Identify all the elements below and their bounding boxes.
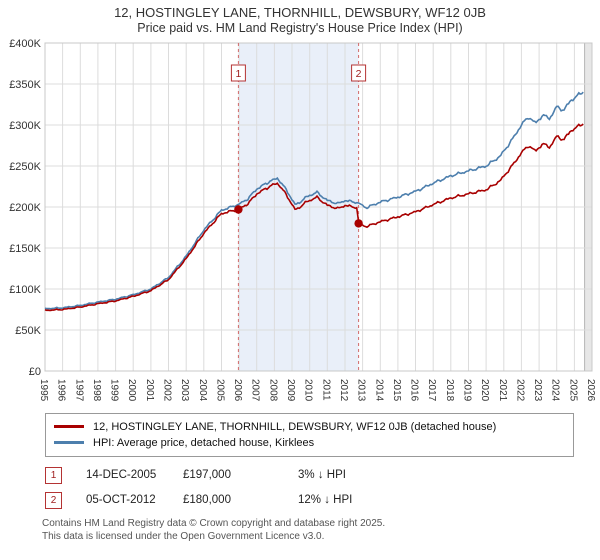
svg-text:2013: 2013 (356, 379, 367, 402)
svg-text:2021: 2021 (497, 379, 508, 402)
svg-text:2006: 2006 (232, 379, 243, 402)
svg-text:2012: 2012 (338, 379, 349, 402)
svg-text:£0: £0 (29, 366, 41, 378)
price-chart: 1 2 £0 £50K £100K £150K £200K £250K £300K £350K £4… (0, 37, 600, 409)
attribution-line-2: This data is licensed under the Open Gov… (42, 530, 325, 542)
svg-text:2: 2 (356, 68, 362, 80)
svg-text:2017: 2017 (426, 379, 437, 402)
sale-annotations: 1 14-DEC-2005 £197,000 3% ↓ HPI 2 05-OCT-2012… (45, 466, 600, 509)
svg-text:2023: 2023 (532, 379, 543, 402)
chart-header: 12, HOSTINGLEY LANE, THORNHILL, DEWSBURY… (0, 5, 600, 37)
svg-text:1995: 1995 (38, 379, 49, 402)
price-chart-svg: 1 2 £0 £50K £100K £150K £200K £250K £300K £350K £4… (9, 38, 596, 402)
sale-date: 14-DEC-2005 (86, 469, 157, 482)
svg-text:1: 1 (235, 68, 241, 80)
svg-text:2016: 2016 (409, 379, 420, 402)
svg-text:2024: 2024 (550, 379, 561, 402)
page-subtitle: Price paid vs. HM Land Registry's House … (137, 21, 463, 36)
sale-hpi-note: 3% ↓ HPI (298, 469, 346, 482)
svg-text:2003: 2003 (179, 379, 190, 402)
sale-price: £197,000 (183, 469, 231, 482)
legend-item-0: 12, HOSTINGLEY LANE, THORNHILL, DEWSBURY… (54, 419, 565, 435)
svg-text:2009: 2009 (285, 379, 296, 402)
svg-text:£150K: £150K (9, 243, 41, 255)
svg-text:2015: 2015 (391, 379, 402, 402)
svg-text:2005: 2005 (215, 379, 226, 402)
sale-price: £180,000 (183, 494, 231, 507)
svg-text:£350K: £350K (9, 79, 41, 91)
svg-text:2007: 2007 (250, 379, 261, 402)
svg-text:2022: 2022 (514, 379, 525, 402)
sale-number-badge: 2 (45, 491, 62, 509)
svg-text:2002: 2002 (162, 379, 173, 402)
svg-text:2001: 2001 (144, 379, 155, 402)
svg-text:2010: 2010 (303, 379, 314, 402)
svg-text:2019: 2019 (462, 379, 473, 402)
sale-number-badge: 1 (45, 466, 62, 484)
sale-row-2: 2 05-OCT-2012 £180,000 12% ↓ HPI (45, 491, 600, 509)
svg-text:2020: 2020 (479, 379, 490, 402)
svg-text:£200K: £200K (9, 202, 41, 214)
svg-text:1997: 1997 (73, 379, 84, 402)
legend-item-1: HPI: Average price, detached house, Kirk… (54, 435, 565, 451)
attribution-footer: Contains HM Land Registry data © Crown c… (42, 517, 600, 543)
svg-text:£100K: £100K (9, 284, 41, 296)
svg-text:2011: 2011 (320, 379, 331, 401)
svg-text:£50K: £50K (15, 325, 41, 337)
page-title: 12, HOSTINGLEY LANE, THORNHILL, DEWSBURY… (114, 5, 486, 20)
sale-row-1: 1 14-DEC-2005 £197,000 3% ↓ HPI (45, 466, 600, 484)
svg-text:2025: 2025 (567, 379, 578, 402)
svg-text:1998: 1998 (91, 379, 102, 402)
svg-text:2018: 2018 (444, 379, 455, 402)
svg-text:2000: 2000 (126, 379, 137, 402)
svg-text:1999: 1999 (109, 379, 120, 402)
svg-text:2014: 2014 (373, 379, 384, 402)
svg-text:£400K: £400K (9, 38, 41, 50)
svg-text:£250K: £250K (9, 161, 41, 173)
svg-text:£300K: £300K (9, 120, 41, 132)
svg-text:2008: 2008 (267, 379, 278, 402)
svg-text:2004: 2004 (197, 379, 208, 402)
attribution-line-1: Contains HM Land Registry data © Crown c… (42, 517, 386, 529)
svg-text:2026: 2026 (585, 379, 596, 402)
sale-date: 05-OCT-2012 (86, 494, 156, 507)
legend-label: 12, HOSTINGLEY LANE, THORNHILL, DEWSBURY… (93, 420, 497, 433)
legend-label: HPI: Average price, detached house, Kirk… (93, 436, 315, 449)
svg-text:1996: 1996 (56, 379, 67, 402)
sale-hpi-note: 12% ↓ HPI (298, 494, 353, 507)
legend-swatch (54, 441, 84, 445)
chart-legend: 12, HOSTINGLEY LANE, THORNHILL, DEWSBURY… (45, 412, 574, 457)
legend-swatch (54, 425, 84, 429)
